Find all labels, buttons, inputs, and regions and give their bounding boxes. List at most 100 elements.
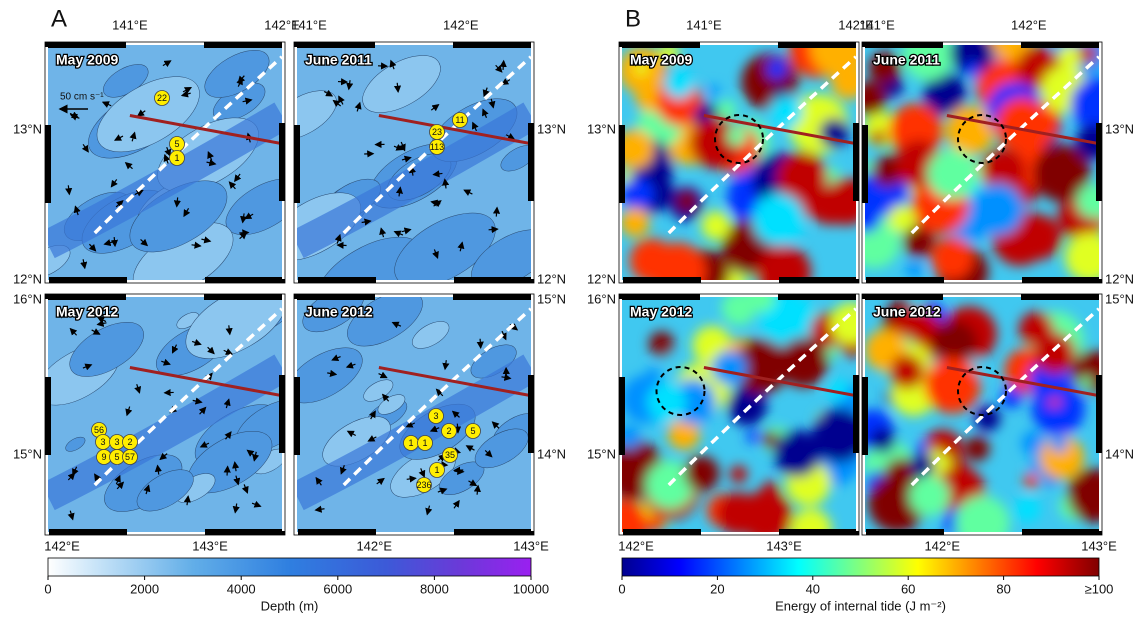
current-arrow: [154, 464, 162, 475]
energy-blob: [711, 350, 747, 386]
current-arrow: [345, 361, 356, 369]
current-arrow: [331, 354, 341, 362]
energy-blob: [634, 61, 648, 76]
station-count: 9: [101, 452, 106, 462]
station-count: 1: [408, 438, 413, 448]
current-arrow: [72, 466, 79, 477]
colorbar-tick-label: 0: [44, 581, 51, 596]
current-arrow: [315, 476, 323, 486]
top-label: 141°E: [859, 17, 895, 32]
energy-blob: [622, 177, 655, 211]
map: June 2011: [861, 41, 1103, 284]
energy-blob: [1078, 45, 1097, 64]
station-count: 1: [434, 465, 439, 475]
energy-blob: [909, 475, 950, 517]
energy-blob: [974, 405, 1001, 432]
left-label: 16°N: [13, 291, 42, 306]
dashed-line: [93, 55, 282, 235]
energy-blob: [1042, 451, 1066, 475]
right-label: 13°N: [537, 121, 566, 136]
current-arrow: [124, 161, 133, 170]
bottom-label: 143°E: [513, 538, 549, 553]
colorbar: [621, 557, 1100, 577]
station-marker: [429, 139, 445, 155]
current-arrow: [223, 348, 234, 355]
right-label: 14°N: [1105, 446, 1134, 461]
station-count: 35: [445, 450, 455, 460]
map-title: June 2012: [873, 304, 941, 320]
energy-blob: [646, 366, 660, 380]
current-arrow: [242, 97, 253, 105]
depth-patch: [65, 436, 86, 452]
current-arrow: [393, 230, 404, 238]
current-arrow: [488, 225, 499, 234]
current-arrow: [334, 233, 342, 244]
current-arrow: [453, 423, 462, 434]
energy-blob: [773, 430, 821, 478]
current-arrow: [244, 212, 254, 220]
colorbar: [47, 557, 532, 577]
energy-blob: [746, 430, 759, 443]
colorbar-tick-label: 40: [806, 581, 820, 596]
energy-blob: [1013, 495, 1041, 523]
energy-blob: [927, 148, 978, 200]
colorbar-tick-label: 4000: [227, 581, 256, 596]
depth-patch: [474, 428, 529, 469]
current-arrow: [429, 425, 440, 433]
current-arrow: [476, 338, 484, 349]
current-arrow: [88, 243, 97, 252]
frame-line: [44, 293, 286, 536]
current-arrow: [418, 468, 426, 478]
bottom-label: 142°E: [924, 538, 960, 553]
station-count: 1: [422, 438, 427, 448]
station-marker: [428, 408, 444, 424]
map-title: May 2012: [630, 304, 692, 320]
station-marker: [441, 423, 457, 439]
energy-blob: [684, 455, 720, 492]
frame: [862, 42, 1102, 283]
energy-blobs: [865, 297, 1099, 532]
station-count: 113: [430, 142, 444, 152]
map: May 2009: [618, 41, 860, 284]
current-arrow: [499, 59, 507, 70]
colorbar-label: Depth (m): [261, 598, 319, 613]
energy-blob: [689, 117, 741, 169]
energy-blob: [622, 498, 649, 532]
current-arrow: [129, 131, 137, 142]
map-title: June 2012: [305, 304, 373, 320]
depth-patch: [204, 50, 270, 98]
current-arrow: [67, 510, 75, 521]
frame: [294, 42, 534, 283]
current-arrow: [406, 475, 417, 483]
current-arrow: [125, 406, 133, 417]
current-arrow: [183, 207, 191, 218]
current-arrow: [113, 134, 124, 141]
energy-blob: [647, 515, 665, 532]
current-arrow: [110, 236, 119, 248]
energy-blob: [756, 245, 812, 280]
frame-line: [293, 293, 535, 536]
energy-blob: [1015, 214, 1062, 260]
map: June 2011 23 11 113: [293, 41, 535, 284]
right-label: 13°N: [1105, 121, 1134, 136]
depth-patch: [411, 321, 450, 349]
region-circle: [714, 114, 764, 164]
current-arrow: [134, 384, 142, 394]
energy-blob: [731, 303, 745, 318]
left-label: 13°N: [13, 121, 42, 136]
current-arrow: [379, 227, 387, 238]
energy-blob: [774, 86, 787, 99]
energy-blob: [1071, 350, 1099, 393]
current-arrow: [451, 410, 460, 419]
energy-blob: [676, 190, 698, 212]
current-arrow: [140, 238, 149, 247]
energy-blobs: [622, 45, 856, 280]
energy-blob: [868, 51, 901, 84]
current-arrow: [401, 227, 412, 235]
left-label: 12°N: [587, 271, 616, 286]
current-arrow: [224, 431, 232, 440]
frame-line: [293, 41, 535, 284]
current-arrow: [81, 143, 89, 153]
current-arrow: [505, 133, 516, 140]
